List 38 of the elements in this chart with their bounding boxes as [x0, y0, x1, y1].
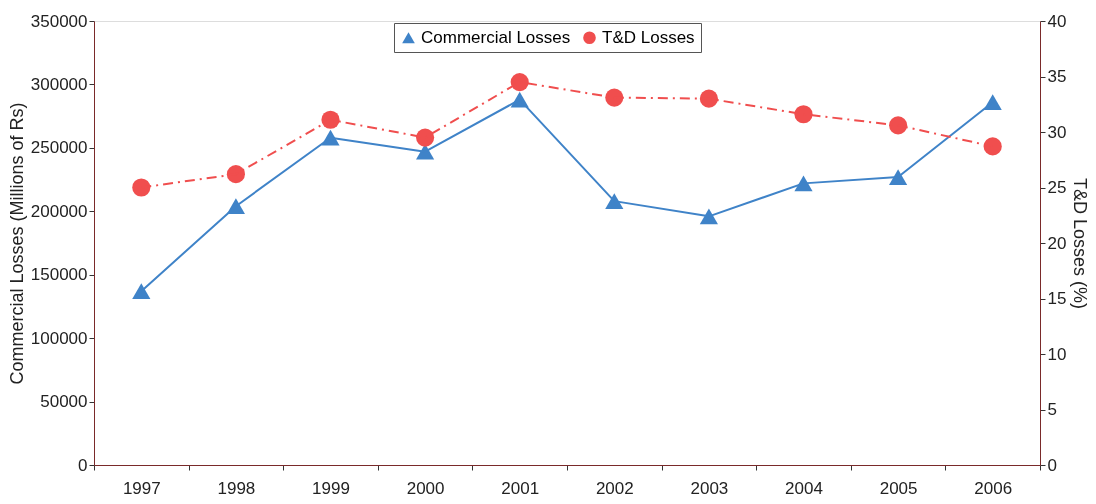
y2-tick-label: 30	[1047, 122, 1067, 142]
legend-label: T&D Losses	[602, 27, 695, 47]
y-axis-title: Commercial Losses (Millions of Rs)	[6, 102, 27, 385]
x-tick-label: 2002	[595, 478, 634, 498]
y2-tick-label: 0	[1047, 455, 1057, 475]
x-tick-label: 1999	[312, 478, 350, 498]
x-tick-label: 2003	[690, 478, 729, 498]
y-tick-label: 50000	[40, 392, 88, 412]
y2-tick-label: 25	[1047, 178, 1067, 197]
point	[794, 105, 813, 124]
y-tick-label: 200000	[30, 201, 88, 221]
y2-tick-label: 10	[1047, 344, 1067, 364]
x-tick-label: 2004	[785, 478, 823, 498]
point	[416, 128, 435, 147]
x-tick-label: 2001	[501, 478, 540, 498]
point	[132, 178, 151, 197]
y2-tick-label: 5	[1047, 400, 1057, 419]
y-tick-label: 100000	[30, 328, 88, 348]
y-tick-label: 250000	[30, 138, 88, 158]
y2-axis-title: T&D Losses (%)	[1070, 177, 1091, 310]
y2-tick-label: 15	[1047, 289, 1067, 308]
y-tick-label: 300000	[30, 74, 88, 94]
x-tick-label: 1998	[217, 478, 256, 498]
y2-tick-label: 40	[1047, 11, 1067, 31]
point	[983, 137, 1002, 156]
x-tick-label: 2000	[406, 478, 445, 498]
point	[132, 283, 151, 300]
point	[699, 89, 718, 108]
x-tick-label: 2006	[974, 478, 1013, 498]
y2-tick-label: 35	[1047, 67, 1067, 86]
y-tick-label: 0	[78, 455, 88, 475]
legend-label: Commercial Losses	[421, 27, 571, 47]
x-tick-label: 2005	[879, 478, 918, 498]
point	[510, 72, 529, 92]
y-tick-label: 350000	[30, 11, 88, 31]
y-tick-label: 150000	[30, 265, 88, 285]
y2-tick-label: 20	[1047, 233, 1067, 253]
x-tick-label: 1997	[122, 478, 161, 498]
